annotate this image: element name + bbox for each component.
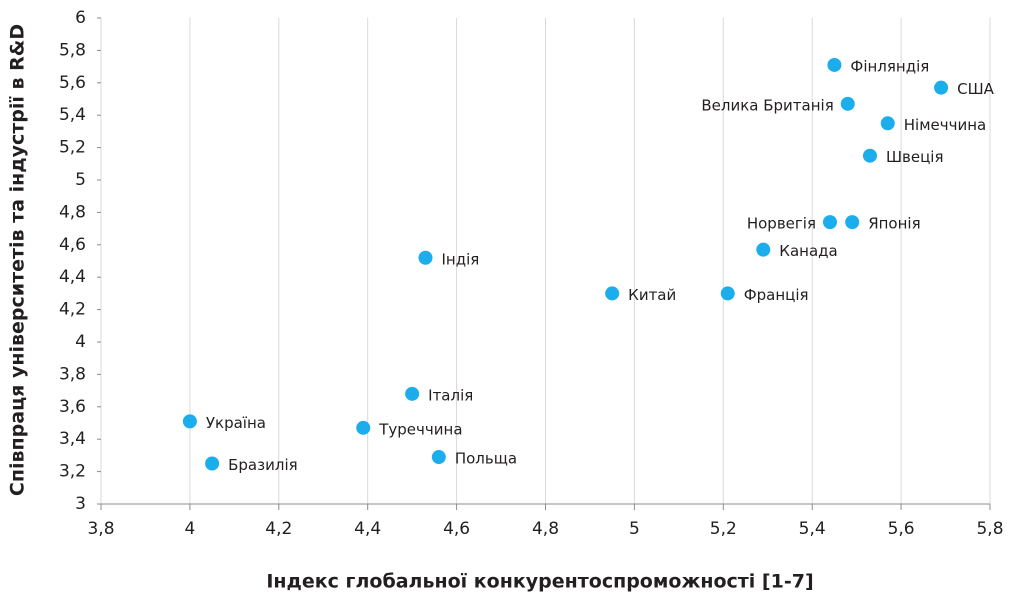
- y-tick-label: 5,2: [59, 138, 86, 158]
- point-label: Індія: [441, 250, 479, 268]
- point-label: Франція: [744, 286, 809, 304]
- x-tick-label: 3,8: [87, 519, 114, 539]
- y-tick-label: 5,4: [59, 105, 86, 125]
- point-label: Канада: [779, 242, 837, 260]
- y-tick-label: 3,2: [59, 462, 86, 482]
- y-axis-title: Співпраця університетів та індустрії в R…: [7, 24, 29, 496]
- point: [862, 148, 877, 163]
- x-tick-label: 4,6: [443, 519, 470, 539]
- point: [845, 215, 860, 230]
- point: [720, 286, 735, 301]
- point: [182, 414, 197, 429]
- point: [880, 116, 895, 131]
- x-tick-label: 4: [184, 519, 195, 539]
- y-tick-label: 4: [75, 332, 86, 352]
- point-label: Японія: [868, 215, 920, 233]
- point: [431, 450, 446, 465]
- x-tick-label: 4,2: [265, 519, 292, 539]
- point: [840, 96, 855, 111]
- point-label: Швеція: [886, 148, 944, 166]
- point: [822, 215, 837, 230]
- point-label: Фінляндія: [850, 57, 929, 75]
- y-tick-label: 3: [75, 494, 86, 514]
- point-label: Німеччина: [904, 116, 986, 134]
- x-axis-title: Індекс глобальної конкурентоспроможності…: [266, 571, 813, 593]
- point-label: Норвегія: [747, 215, 816, 233]
- y-tick-label: 3,8: [59, 364, 86, 384]
- point: [205, 456, 220, 471]
- y-tick-label: 4,8: [59, 202, 86, 222]
- x-tick-label: 4,8: [532, 519, 559, 539]
- point-label: Італія: [428, 386, 473, 404]
- y-tick-label: 5: [75, 170, 86, 190]
- point-label: Китай: [628, 286, 676, 304]
- x-tick-label: 5,4: [799, 519, 826, 539]
- point: [934, 80, 949, 95]
- x-tick-label: 5: [629, 519, 640, 539]
- x-tick-label: 5,6: [888, 519, 915, 539]
- y-tick-label: 4,2: [59, 300, 86, 320]
- point-label: Бразилія: [228, 456, 298, 474]
- point: [756, 242, 771, 257]
- y-tick-label: 3,6: [59, 397, 86, 417]
- y-tick-label: 4,4: [59, 267, 86, 287]
- point: [418, 250, 433, 265]
- y-tick-label: 3,4: [59, 429, 86, 449]
- point-label: Польща: [455, 450, 517, 468]
- y-tick-label: 6: [75, 8, 86, 28]
- point: [605, 286, 620, 301]
- y-tick-label: 5,6: [59, 73, 86, 93]
- point-label: Україна: [206, 414, 266, 432]
- point: [356, 420, 371, 435]
- y-tick-label: 4,6: [59, 235, 86, 255]
- x-tick-label: 5,8: [976, 519, 1003, 539]
- x-tick-label: 5,2: [710, 519, 737, 539]
- point: [827, 57, 842, 72]
- x-tick-label: 4,4: [354, 519, 381, 539]
- point-label: США: [957, 80, 995, 98]
- y-tick-label: 5,8: [59, 40, 86, 60]
- point-label: Велика Британія: [701, 96, 833, 114]
- point-label: Туреччина: [378, 420, 462, 438]
- point: [405, 386, 420, 401]
